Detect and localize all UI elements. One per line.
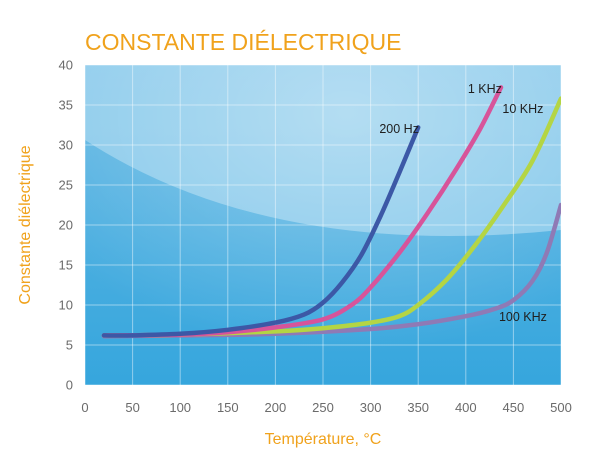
chart-title: CONSTANTE DIÉLECTRIQUE [85,29,402,55]
y-tick-label: 40 [59,58,73,73]
x-tick-label: 200 [265,400,287,415]
y-tick-label: 20 [59,218,73,233]
x-tick-label: 0 [81,400,88,415]
x-tick-labels: 0 50 100 150 200 250 300 350 400 450 500 [81,400,571,415]
y-tick-label: 5 [66,338,73,353]
y-tick-labels: 0 5 10 15 20 25 30 35 40 [59,58,73,393]
x-tick-label: 250 [312,400,334,415]
series-label: 1 KHz [468,82,502,96]
series-lines [101,85,561,339]
y-tick-label: 15 [59,258,73,273]
y-tick-label: 35 [59,98,73,113]
series-label: 10 KHz [502,102,543,116]
x-tick-label: 450 [503,400,525,415]
series-label: 200 Hz [379,122,419,136]
x-tick-label: 300 [360,400,382,415]
y-tick-label: 0 [66,378,73,393]
x-axis-label: Température, °C [265,431,382,448]
y-axis-label: Constante diélectrique [17,145,34,304]
x-tick-label: 50 [125,400,139,415]
x-tick-label: 150 [217,400,239,415]
x-tick-label: 400 [455,400,477,415]
y-tick-label: 30 [59,138,73,153]
y-tick-label: 10 [59,298,73,313]
x-tick-label: 500 [550,400,572,415]
series-line-200-hz [101,125,421,338]
series-label: 100 KHz [499,310,547,324]
x-tick-label: 100 [169,400,191,415]
x-tick-label: 350 [407,400,429,415]
y-tick-label: 25 [59,178,73,193]
